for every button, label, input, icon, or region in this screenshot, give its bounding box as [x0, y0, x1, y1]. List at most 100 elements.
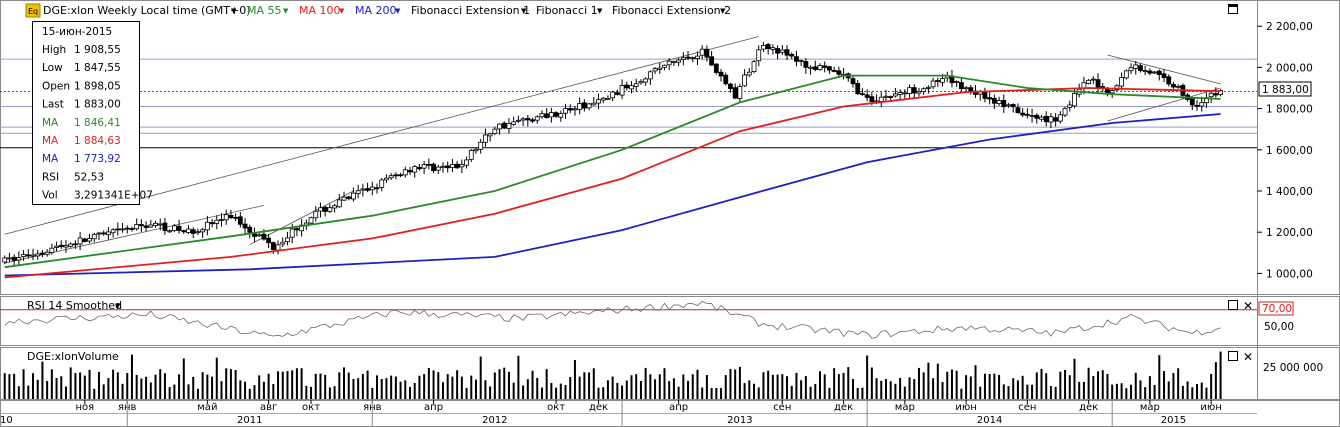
candle-body [629, 85, 634, 90]
candle-body [1161, 73, 1167, 78]
volume-bar [319, 373, 322, 399]
candle-body [1048, 116, 1054, 123]
axis-layer: 1 000,00 1 200,00 1 400,00 1 600,00 1 800,00… [0, 21, 1313, 427]
candle-body [600, 97, 606, 101]
candle-body [40, 252, 45, 255]
volume-bar [182, 358, 185, 399]
volume-bar [1191, 387, 1194, 399]
volume-bar [272, 384, 275, 399]
volume-bar [46, 381, 49, 399]
volume-bar [154, 374, 157, 399]
volume-bar [936, 363, 939, 399]
volume-bar [338, 372, 341, 399]
volume-bar [1073, 358, 1076, 399]
ma200-arrow-icon[interactable]: ▼ [395, 7, 401, 15]
maximize-volume-panel-icon[interactable] [1228, 351, 1238, 361]
volume-bar [201, 372, 204, 399]
candle-body [883, 95, 889, 98]
candle-body [54, 245, 59, 248]
rsi-menu-arrow-icon[interactable]: ▼ [115, 302, 121, 310]
candle-body [1072, 92, 1077, 107]
volume-bar [701, 387, 704, 399]
volume-bar [677, 386, 680, 399]
ma55-arrow-icon[interactable]: ▼ [283, 7, 289, 15]
fibonacci-1-menu[interactable]: Fibonacci 1 [536, 4, 598, 17]
maximize-price-panel-icon[interactable] [1228, 4, 1238, 14]
candle-body [525, 118, 531, 121]
candle-body [501, 122, 507, 129]
fibonacci-1-arrow-icon[interactable]: ▼ [597, 7, 603, 15]
maximize-rsi-panel-icon[interactable] [1228, 300, 1238, 310]
candle-body [270, 242, 276, 250]
candle-body [775, 48, 780, 54]
volume-panel-title[interactable]: DGE:xlonVolume [27, 350, 119, 363]
year-label: 2013 [727, 415, 752, 426]
volume-bar [512, 382, 515, 399]
candle-body [355, 190, 361, 195]
candle-body [1133, 64, 1139, 69]
volume-bar [781, 374, 784, 399]
volume-bar [1214, 362, 1217, 399]
volume-bar [823, 374, 826, 399]
candle-body [1095, 79, 1101, 88]
volume-bar [682, 374, 685, 399]
candle-body [794, 56, 799, 62]
candle-body [1020, 112, 1026, 116]
candle-body [478, 141, 484, 150]
fib-extension-1-menu[interactable]: Fibonacci Extension 1 [411, 4, 530, 17]
volume-bar [696, 369, 699, 399]
rsi-panel-title[interactable]: RSI 14 Smoothed [27, 299, 122, 312]
symbol-menu-arrow-icon[interactable]: ▼ [231, 7, 237, 15]
volume-bar [828, 387, 831, 399]
volume-bar [173, 384, 176, 399]
volume-bar [409, 386, 411, 399]
infobox-value: 1 773,92 [74, 153, 121, 165]
volume-bar [1101, 370, 1104, 399]
ma200-menu[interactable]: MA 200 [355, 4, 397, 17]
price-axis-label: 1 200,00 [1266, 227, 1313, 239]
fib-extension-2-menu[interactable]: Fibonacci Extension 2 [612, 4, 731, 17]
volume-bar [668, 381, 671, 399]
candle-body [1043, 115, 1049, 123]
candle-body [49, 247, 55, 253]
candle-body [101, 232, 107, 235]
volume-bar [244, 381, 247, 399]
ma55-menu[interactable]: MA 55 [247, 4, 282, 17]
candle-body [690, 57, 696, 59]
candle-body [647, 71, 653, 80]
rsi-ref-badge [1258, 301, 1294, 316]
volume-bar [399, 381, 402, 399]
volume-bar [225, 368, 228, 399]
volume-bar [484, 380, 487, 399]
volume-bar [239, 380, 242, 399]
volume-bar [371, 387, 374, 399]
volume-bar [347, 372, 350, 399]
candle-body [167, 230, 173, 233]
volume-bar [1031, 384, 1034, 399]
volume-bar [1002, 384, 1005, 399]
app-logo-icon[interactable] [25, 3, 41, 18]
close-volume-panel-icon[interactable]: ✕ [1243, 350, 1253, 364]
candle-body [808, 66, 813, 69]
candle-body [1189, 98, 1195, 106]
volume-bar [1210, 373, 1213, 399]
candle-body [450, 164, 455, 168]
ma100-arrow-icon[interactable]: ▼ [339, 7, 345, 15]
volume-bar [1200, 382, 1203, 399]
volume-bar [31, 373, 34, 399]
symbol-menu[interactable]: DGE:xlon Weekly Local time (GMT+0) [43, 4, 251, 17]
candle-body [412, 166, 418, 173]
volume-bar [800, 380, 803, 399]
ma100-menu[interactable]: MA 100 [299, 4, 341, 17]
close-rsi-panel-icon[interactable]: ✕ [1243, 299, 1253, 313]
fib-extension-2-arrow-icon[interactable]: ▼ [720, 7, 726, 15]
volume-bar [870, 367, 873, 399]
app-logo: Eq [28, 7, 38, 16]
volume-bar [550, 382, 553, 399]
volume-bar [343, 367, 346, 399]
fib-extension-1-arrow-icon[interactable]: ▼ [521, 7, 527, 15]
candle-body [129, 228, 135, 231]
rsi-ref-label: 70,00 [1262, 303, 1292, 315]
year-label: 2011 [237, 415, 262, 426]
volume-bar [753, 383, 756, 399]
